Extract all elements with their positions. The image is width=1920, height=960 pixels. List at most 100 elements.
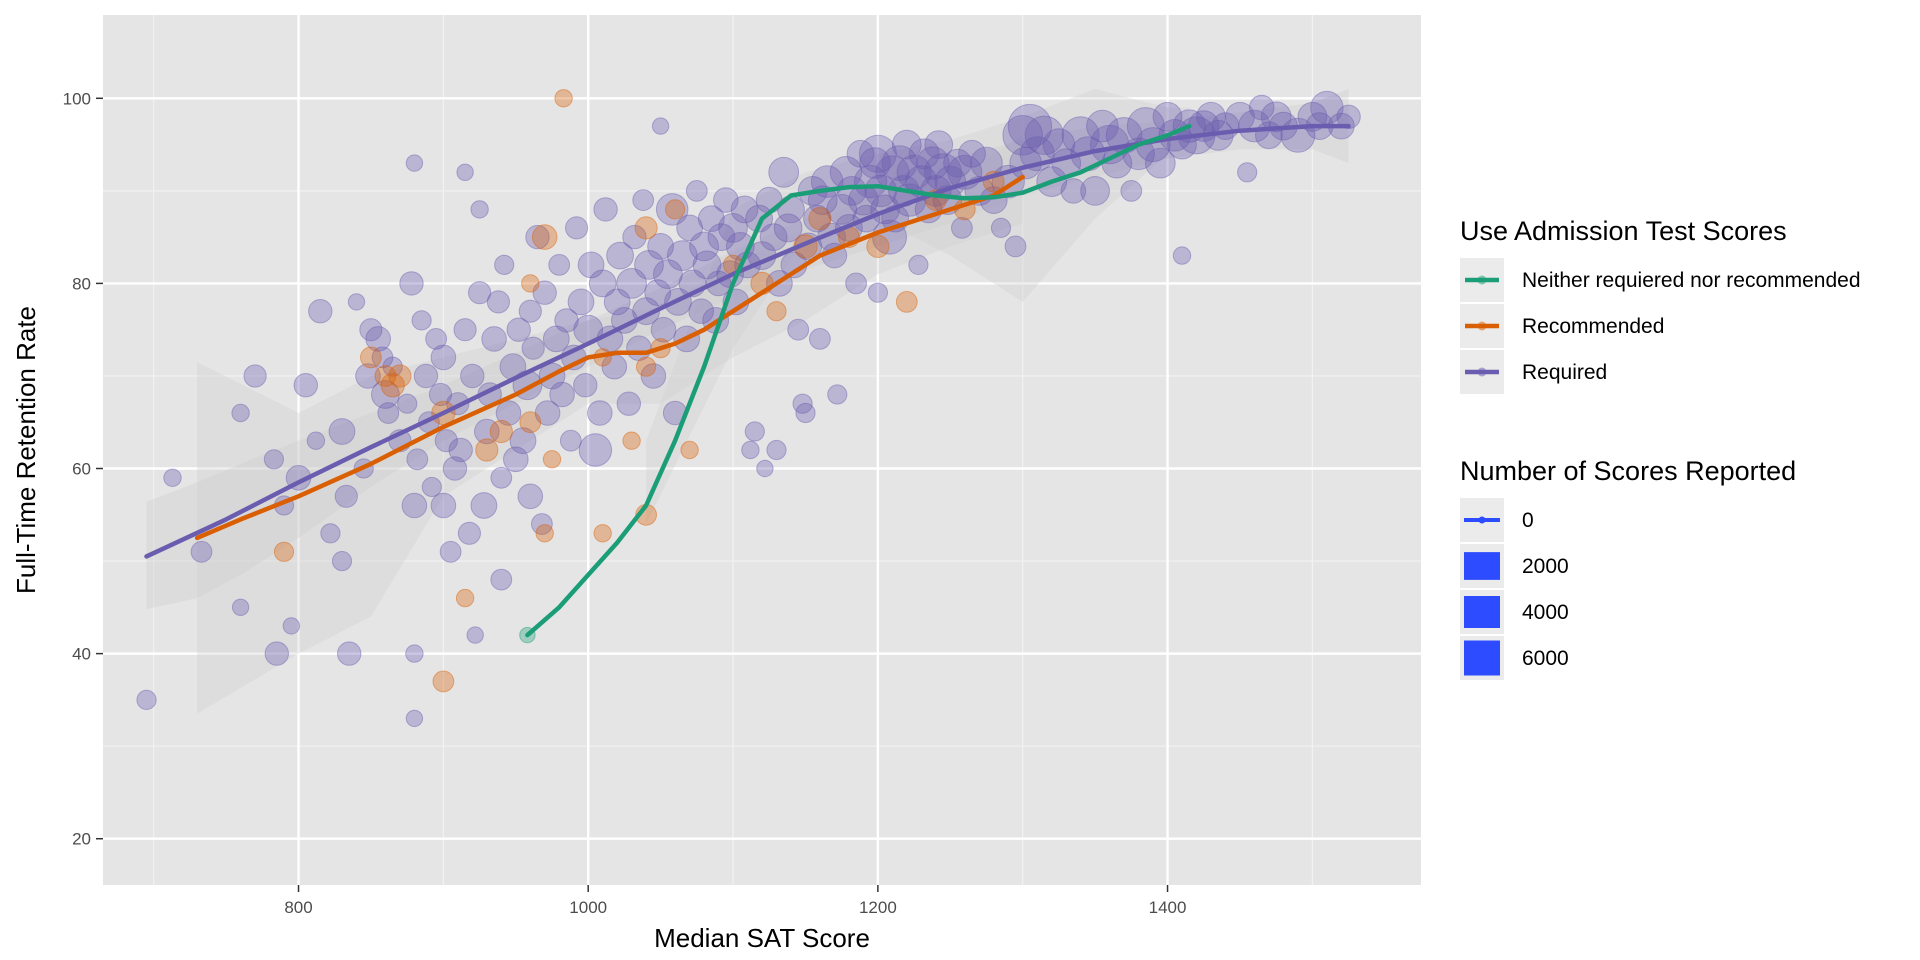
data-point: [517, 483, 544, 510]
data-point: [434, 429, 458, 453]
data-point: [1007, 103, 1053, 149]
data-point: [405, 154, 424, 172]
data-point: [809, 328, 831, 350]
data-point: [1196, 101, 1226, 132]
data-point: [792, 393, 813, 414]
data-point: [593, 197, 618, 222]
data-point: [1080, 176, 1110, 206]
data-point: [730, 195, 759, 224]
x-tick-label: 800: [284, 898, 312, 917]
data-point: [320, 523, 341, 544]
data-point: [495, 400, 522, 426]
x-tick-label: 1200: [859, 898, 897, 917]
data-point: [777, 195, 805, 224]
data-point: [486, 290, 510, 314]
data-point: [689, 231, 719, 262]
legend-label: Recommended: [1522, 315, 1664, 338]
data-point: [377, 402, 400, 424]
data-point: [453, 318, 477, 342]
data-point: [347, 293, 366, 311]
confidence-band: [146, 89, 1349, 610]
data-point: [1260, 101, 1292, 133]
data-point: [756, 459, 774, 478]
data-point: [896, 154, 932, 190]
data-point: [676, 214, 703, 242]
data-point: [406, 448, 429, 471]
data-point: [1024, 115, 1065, 156]
data-point: [411, 310, 432, 331]
data-point: [306, 431, 326, 450]
data-point: [644, 279, 672, 307]
data-point: [542, 325, 570, 353]
data-point: [1172, 246, 1192, 265]
legends: Use Admission Test Scores Neither requier…: [1460, 216, 1861, 680]
data-point: [1238, 109, 1271, 143]
plot-panel: [103, 15, 1421, 885]
data-point: [759, 223, 788, 252]
data-point: [578, 433, 613, 467]
x-tick-label: 1400: [1149, 898, 1187, 917]
data-point: [587, 400, 613, 426]
data-point: [535, 524, 554, 543]
data-point: [360, 346, 382, 369]
data-point: [826, 194, 858, 225]
data-point: [421, 476, 442, 498]
data-point: [455, 588, 475, 608]
data-point: [460, 363, 485, 389]
data-point: [1144, 147, 1176, 179]
data-point: [606, 241, 634, 270]
data-point: [331, 551, 353, 572]
data-point: [231, 598, 250, 616]
data-point: [808, 207, 832, 231]
data-point: [577, 251, 605, 279]
data-point: [371, 346, 394, 369]
data-point: [836, 176, 867, 206]
data-point: [1336, 104, 1361, 130]
data-point: [337, 641, 362, 666]
data-point: [766, 439, 787, 461]
data-point: [397, 393, 418, 414]
data-point: [858, 134, 897, 173]
data-point: [374, 365, 397, 387]
data-point: [647, 233, 674, 260]
data-point: [634, 250, 664, 280]
data-point: [549, 381, 575, 408]
data-point: [457, 521, 481, 545]
data-point: [531, 224, 558, 250]
data-point: [567, 288, 595, 316]
data-point: [371, 380, 400, 409]
data-point: [665, 199, 686, 220]
data-points: [136, 89, 1361, 728]
trend-lines: [144, 123, 1351, 638]
data-point: [655, 193, 689, 226]
data-point: [1248, 94, 1275, 121]
x-axis: 800 1000 1200 1400: [284, 885, 1186, 917]
trend-line: [525, 123, 1192, 638]
data-point: [475, 438, 499, 462]
data-point: [559, 429, 582, 452]
data-point: [430, 344, 457, 371]
data-point: [430, 492, 457, 519]
data-point: [827, 384, 848, 405]
data-point: [845, 272, 867, 295]
data-point: [803, 204, 831, 233]
data-point: [359, 318, 383, 342]
minor-gridlines: [103, 15, 1421, 885]
legend-label: 0: [1522, 509, 1534, 532]
data-point: [634, 216, 658, 240]
trend-line: [144, 123, 1351, 559]
data-point: [713, 187, 739, 213]
data-point: [474, 418, 500, 445]
data-point: [521, 274, 540, 293]
data-point: [470, 200, 489, 219]
data-point: [554, 89, 573, 108]
data-point: [872, 219, 907, 255]
data-point: [895, 291, 918, 313]
legend-label: 6000: [1522, 647, 1569, 670]
data-point: [1060, 178, 1087, 204]
data-point: [448, 437, 473, 463]
data-point: [442, 456, 468, 481]
data-point: [490, 466, 513, 489]
data-point: [573, 373, 598, 398]
data-point: [651, 117, 670, 135]
